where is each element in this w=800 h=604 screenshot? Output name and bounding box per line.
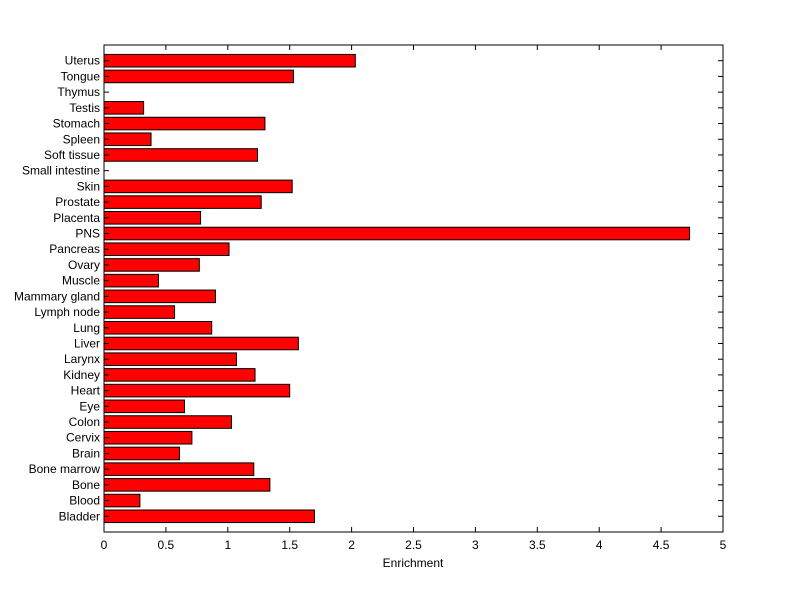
y-tick-label: Pancreas <box>49 242 100 256</box>
y-tick-label: Testis <box>69 101 100 115</box>
y-tick-label: Eye <box>79 399 100 413</box>
bar-eye <box>103 399 185 414</box>
x-tick-label: 5 <box>720 538 727 552</box>
x-tick-label: 3.5 <box>529 538 546 552</box>
bar-kidney <box>103 368 256 382</box>
bar-muscle <box>103 273 159 288</box>
y-tick-label: Soft tissue <box>44 148 100 162</box>
bar-pancreas <box>103 242 230 257</box>
bar-mammary-gland <box>103 289 216 304</box>
bar-tongue <box>103 69 294 84</box>
bar-bone <box>103 478 271 492</box>
y-tick-label: Spleen <box>63 132 100 146</box>
bar-brain <box>103 446 181 461</box>
bar-cervix <box>103 430 193 445</box>
bar-bladder <box>103 509 315 524</box>
y-tick-label: PNS <box>75 227 100 241</box>
x-tick-label: 1.5 <box>281 538 298 552</box>
bar-prostate <box>103 195 262 209</box>
y-tick-label: Blood <box>69 494 100 508</box>
y-tick-label: Thymus <box>57 85 100 99</box>
x-tick-label: 1 <box>224 538 231 552</box>
y-tick-label: Placenta <box>53 211 100 225</box>
bar-liver <box>103 336 299 351</box>
bar-spleen <box>103 132 152 147</box>
y-tick-label: Brain <box>72 446 100 460</box>
bar-pns <box>103 226 691 241</box>
y-tick-label: Small intestine <box>22 164 100 178</box>
x-tick-label: 4.5 <box>653 538 670 552</box>
bar-colon <box>103 415 233 429</box>
bar-lung <box>103 320 213 335</box>
y-tick-label: Uterus <box>65 54 100 68</box>
y-tick-label: Bone marrow <box>29 462 101 476</box>
y-tick-label: Ovary <box>68 258 100 272</box>
y-tick-label: Prostate <box>55 195 100 209</box>
y-tick-label: Liver <box>74 336 100 350</box>
bar-placenta <box>103 211 202 225</box>
x-tick-label: 2 <box>348 538 355 552</box>
y-tick-label: Heart <box>71 384 101 398</box>
bar-soft-tissue <box>103 148 259 162</box>
x-tick-label: 3 <box>472 538 479 552</box>
bar-uterus <box>103 53 356 68</box>
x-axis-label: Enrichment <box>383 556 444 570</box>
bar-bone-marrow <box>103 462 255 476</box>
bar-testis <box>103 101 145 115</box>
bar-blood <box>103 493 141 508</box>
y-tick-label: Bladder <box>59 509 100 523</box>
y-tick-label: Colon <box>69 415 100 429</box>
y-tick-label: Stomach <box>53 117 100 131</box>
y-tick-label: Bone <box>72 478 100 492</box>
y-tick-label: Larynx <box>64 352 100 366</box>
bar-stomach <box>103 116 266 131</box>
bar-ovary <box>103 258 200 272</box>
x-tick-label: 0 <box>101 538 108 552</box>
y-tick-label: Skin <box>77 179 100 193</box>
y-tick-label: Mammary gland <box>14 289 100 303</box>
y-tick-label: Kidney <box>63 368 100 382</box>
y-tick-label: Lymph node <box>34 305 100 319</box>
x-tick-label: 2.5 <box>405 538 422 552</box>
y-tick-label: Tongue <box>61 69 101 83</box>
bar-heart <box>103 383 291 398</box>
y-tick-label: Cervix <box>66 431 100 445</box>
x-tick-label: 4 <box>596 538 603 552</box>
y-tick-label: Lung <box>73 321 100 335</box>
y-tick-label: Muscle <box>62 274 100 288</box>
bar-lymph-node <box>103 305 176 319</box>
bar-skin <box>103 179 293 194</box>
x-tick-label: 0.5 <box>158 538 175 552</box>
bar-larynx <box>103 352 237 366</box>
